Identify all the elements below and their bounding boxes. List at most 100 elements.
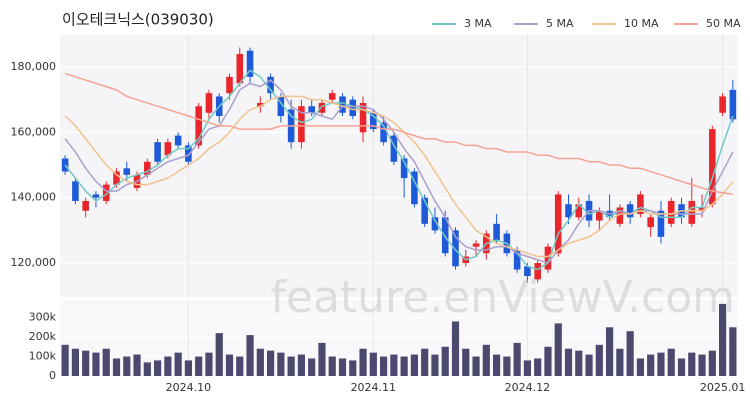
candle-body: [267, 76, 274, 94]
volume-bar: [369, 352, 377, 376]
y-tick-label: 180,000: [11, 60, 57, 73]
volume-bar: [236, 356, 244, 376]
candle-body: [616, 207, 624, 224]
volume-bar: [349, 360, 357, 376]
x-tick-label: 2025.01: [700, 381, 746, 394]
x-tick-label: 2024.11: [351, 381, 397, 394]
y-tick-label: 300k: [29, 311, 57, 324]
volume-bar: [205, 352, 213, 376]
ma-line: [64, 79, 734, 264]
candle-body: [359, 102, 367, 133]
watermark: feature.enViewV.com: [270, 272, 735, 323]
ma-line: [64, 95, 734, 258]
volume-bar: [636, 358, 645, 376]
candle-body: [174, 135, 182, 146]
volume-bar: [308, 358, 316, 376]
candle-body: [246, 50, 254, 77]
chart-title: 이오테크닉스(039030): [62, 11, 214, 29]
candle-body: [452, 230, 459, 267]
volume-bar: [174, 352, 182, 376]
candle-body: [596, 210, 603, 221]
legend-label: 5 MA: [546, 17, 574, 30]
volume-bar: [482, 344, 490, 376]
candle-body: [195, 106, 202, 146]
candle-body: [236, 53, 244, 84]
volume-bar: [400, 356, 408, 376]
volume-bar: [585, 354, 593, 376]
volume-bar: [698, 354, 706, 376]
volume-bar: [431, 354, 439, 376]
candle-body: [657, 210, 665, 237]
volume-bar: [677, 358, 686, 376]
y-tick-label: 120,000: [11, 256, 57, 269]
candle-body: [400, 158, 408, 179]
volume-bar: [564, 348, 573, 376]
candle-body: [164, 142, 172, 156]
volume-bar: [544, 346, 552, 376]
volume-bar: [472, 356, 480, 376]
candle-body: [544, 246, 552, 270]
legend-label: 50 MA: [706, 17, 741, 30]
volume-bar: [328, 356, 336, 376]
volume-bar: [492, 354, 501, 376]
candle-body: [257, 102, 264, 107]
volume-bar: [112, 358, 121, 376]
candle-body: [565, 204, 572, 218]
y-tick-label: 100k: [29, 350, 57, 363]
volume-bar: [266, 350, 275, 376]
volume-bar: [215, 333, 223, 376]
candle-body: [688, 200, 696, 224]
candle-body: [349, 99, 357, 117]
volume-bar: [688, 352, 696, 376]
volume-bar: [287, 356, 295, 376]
candle-body: [113, 171, 120, 185]
candle-body: [698, 207, 706, 211]
volume-bar: [195, 356, 203, 376]
volume-bar: [718, 303, 727, 376]
volume-bar: [595, 344, 603, 376]
x-tick-label: 2024.12: [505, 381, 551, 394]
volume-bar: [390, 354, 398, 376]
volume-bar: [513, 342, 521, 376]
volume-bar: [225, 354, 234, 376]
volume-bar: [61, 344, 69, 376]
volume-bar: [164, 356, 172, 376]
candle-body: [318, 102, 326, 113]
volume-bar: [729, 327, 737, 376]
volume-bar: [657, 352, 665, 376]
volume-bar: [462, 348, 470, 376]
volume-bar: [503, 356, 511, 376]
volume-bar: [133, 354, 141, 376]
candle-body: [308, 106, 315, 113]
legend-label: 10 MA: [624, 17, 659, 30]
y-tick-label: 160,000: [11, 125, 57, 138]
candle-body: [411, 171, 418, 205]
volume-bar: [451, 321, 460, 376]
volume-plot-bg: [60, 300, 738, 376]
volume-bar: [153, 360, 162, 376]
volume-bar: [626, 331, 634, 376]
y-tick-label: 200k: [29, 330, 57, 343]
volume-bar: [184, 360, 193, 376]
volume-bar: [708, 350, 716, 376]
volume-bar: [554, 323, 562, 376]
volume-bar: [421, 348, 429, 376]
candle-body: [421, 197, 428, 224]
volume-bar: [647, 354, 655, 376]
volume-bar: [102, 348, 110, 376]
candle-body: [637, 194, 644, 215]
candle-body: [328, 93, 336, 100]
candle-body: [370, 112, 377, 130]
volume-bar: [246, 335, 254, 376]
candle-body: [277, 96, 285, 117]
candle-body: [185, 145, 192, 162]
candle-body: [380, 122, 387, 143]
candle-body: [154, 142, 161, 162]
candle-body: [729, 89, 737, 120]
candle-body: [390, 135, 398, 162]
candle-body: [123, 168, 131, 175]
volume-bar: [605, 327, 614, 376]
candle-body: [626, 204, 634, 218]
candle-body: [472, 243, 480, 247]
